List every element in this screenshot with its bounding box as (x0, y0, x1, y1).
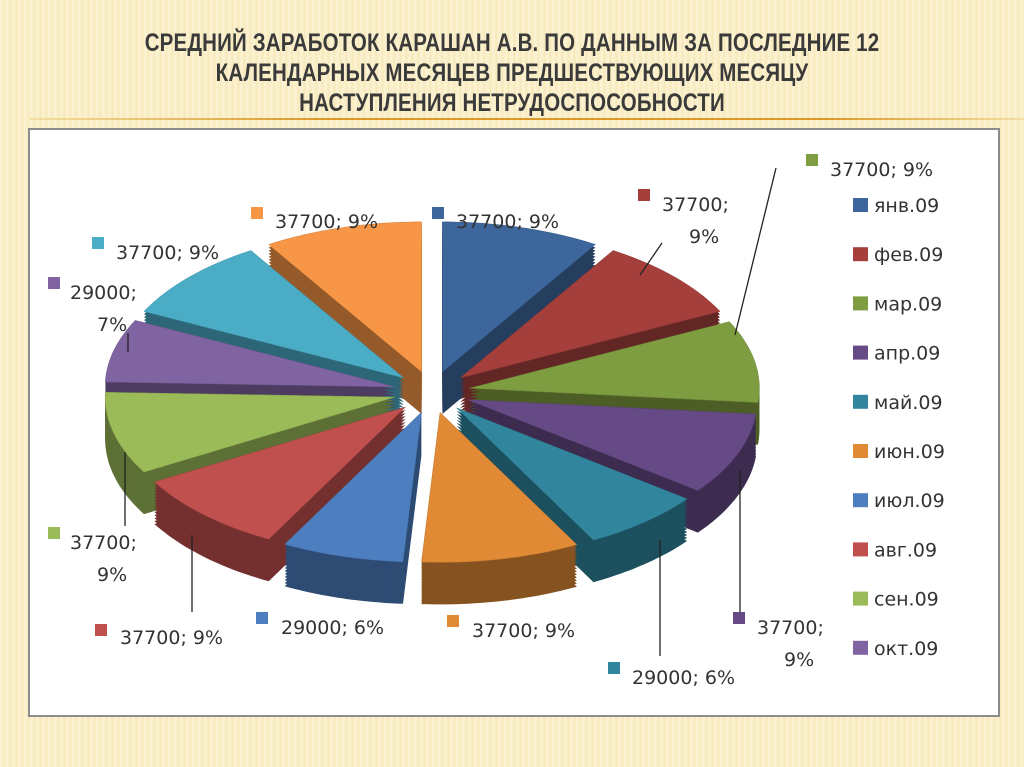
legend-swatch (853, 394, 868, 409)
data-label-text: 9% (689, 226, 719, 248)
legend-item-июл.09: июл.09 (853, 490, 945, 512)
legend-item-мар.09: мар.09 (853, 293, 942, 315)
slice-top (467, 399, 757, 491)
data-label-text: 37700; 9% (830, 159, 933, 181)
data-label-text: 37700; 9% (472, 620, 575, 642)
data-label-text: 7% (97, 314, 127, 336)
data-label-окт.09: 29000; 7% (48, 277, 137, 336)
slice-top (459, 250, 721, 379)
legend-swatch (853, 640, 868, 655)
legend-item-окт.09: окт.09 (853, 638, 938, 660)
legend-label: мар.09 (874, 293, 942, 315)
label-marker (638, 189, 650, 201)
data-label-text: 9% (784, 649, 814, 671)
title-line-1: СРЕДНИЙ ЗАРАБОТОК КАРАШАН А.В. ПО ДАННЫМ… (144, 29, 880, 57)
legend-label: окт.09 (874, 638, 938, 660)
data-label-text: 9% (97, 564, 127, 586)
legend-label: июл.09 (874, 490, 945, 512)
legend-item-авг.09: авг.09 (853, 539, 937, 561)
label-marker (608, 662, 620, 674)
legend-swatch (853, 444, 868, 458)
data-label-янв.09: 37700; 9% (432, 207, 559, 233)
slide-title: СРЕДНИЙ ЗАРАБОТОК КАРАШАН А.В. ПО ДАННЫМ… (0, 28, 1024, 118)
legend-label: сен.09 (874, 589, 939, 611)
data-label-май.09: 29000; 6% (608, 662, 735, 689)
legend-item-июн.09: июн.09 (853, 441, 945, 463)
data-label-text: 29000; 6% (281, 617, 384, 639)
data-label-text: 37700; (757, 617, 824, 639)
legend-item-фев.09: фев.09 (853, 244, 943, 266)
data-label-июл.09: 29000; 6% (256, 612, 384, 639)
legend-swatch (853, 247, 868, 262)
pie-slice-июн.09 (421, 411, 578, 605)
legend-label: май.09 (874, 392, 943, 414)
pie-slice-авг.09 (153, 406, 406, 582)
label-marker (48, 527, 60, 539)
data-label-дек.09: 37700; 9% (251, 207, 378, 233)
data-label-text: 37700; 9% (120, 627, 223, 649)
data-label-авг.09: 37700; 9% (95, 624, 223, 649)
legend-swatch (853, 591, 868, 606)
data-label-июн.09: 37700; 9% (447, 615, 575, 642)
leader-line (639, 242, 663, 276)
data-label-text: 37700; 9% (116, 242, 219, 264)
slice-top (421, 411, 578, 563)
pie-slice-май.09 (456, 407, 688, 583)
slice-top (104, 392, 396, 473)
data-label-text: 37700; 9% (275, 211, 378, 233)
legend: янв.09 фев.09 мар.09 апр.09 май.09 июн.09 июл.… (853, 195, 945, 660)
label-marker (92, 237, 104, 249)
label-marker (733, 612, 745, 624)
title-underline (30, 118, 1024, 120)
label-marker (251, 207, 263, 219)
data-label-апр.09: 37700; 9% (733, 612, 824, 671)
label-marker (95, 624, 107, 636)
label-marker (806, 154, 818, 166)
data-label-сен.09: 37700; 9% (48, 527, 137, 586)
slice-top (469, 321, 760, 403)
slice-top (105, 320, 396, 388)
data-label-мар.09: 37700; 9% (806, 154, 933, 181)
title-line-3: НАСТУПЛЕНИЯ НЕТРУДОСПОСОБНОСТИ (299, 89, 725, 117)
leader-line (734, 167, 777, 336)
legend-swatch (853, 198, 868, 212)
title-line-2: КАЛЕНДАРНЫХ МЕСЯЦЕВ ПРЕДШЕСТВУЮЩИХ МЕСЯЦ… (215, 59, 809, 87)
label-marker (256, 612, 268, 624)
legend-label: июн.09 (874, 441, 945, 463)
slice-top (143, 250, 405, 379)
pie-slices (104, 221, 760, 605)
legend-swatch (853, 542, 868, 557)
slice-top (153, 406, 406, 540)
legend-swatch (853, 296, 868, 311)
legend-swatch (853, 493, 868, 508)
legend-item-сен.09: сен.09 (853, 589, 939, 611)
legend-label: апр.09 (874, 343, 940, 365)
legend-item-янв.09: янв.09 (853, 195, 939, 217)
legend-item-май.09: май.09 (853, 392, 943, 414)
slice-top (268, 221, 422, 373)
legend-swatch (853, 345, 868, 360)
legend-label: фев.09 (874, 244, 943, 266)
data-label-фев.09: 37700; 9% (638, 189, 729, 248)
data-labels: 37700; 9%37700;9%37700; 9%37700;9%29000;… (48, 154, 933, 689)
data-label-text: 37700; (70, 532, 137, 554)
legend-item-апр.09: апр.09 (853, 343, 940, 365)
label-marker (48, 277, 60, 289)
slice-top (442, 221, 596, 373)
pie-slice-июл.09 (284, 411, 422, 604)
data-label-text: 29000; 6% (632, 667, 735, 689)
legend-label: янв.09 (874, 195, 939, 217)
label-marker (432, 207, 444, 219)
data-label-text: 29000; (70, 282, 137, 304)
data-label-text: 37700; (662, 194, 729, 216)
legend-label: авг.09 (874, 539, 937, 561)
slice-top (456, 407, 688, 541)
leader-lines (124, 167, 777, 656)
label-marker (447, 615, 459, 627)
slice-top (284, 411, 422, 563)
data-label-text: 37700; 9% (456, 211, 559, 233)
data-label-ноя.09: 37700; 9% (92, 237, 219, 264)
